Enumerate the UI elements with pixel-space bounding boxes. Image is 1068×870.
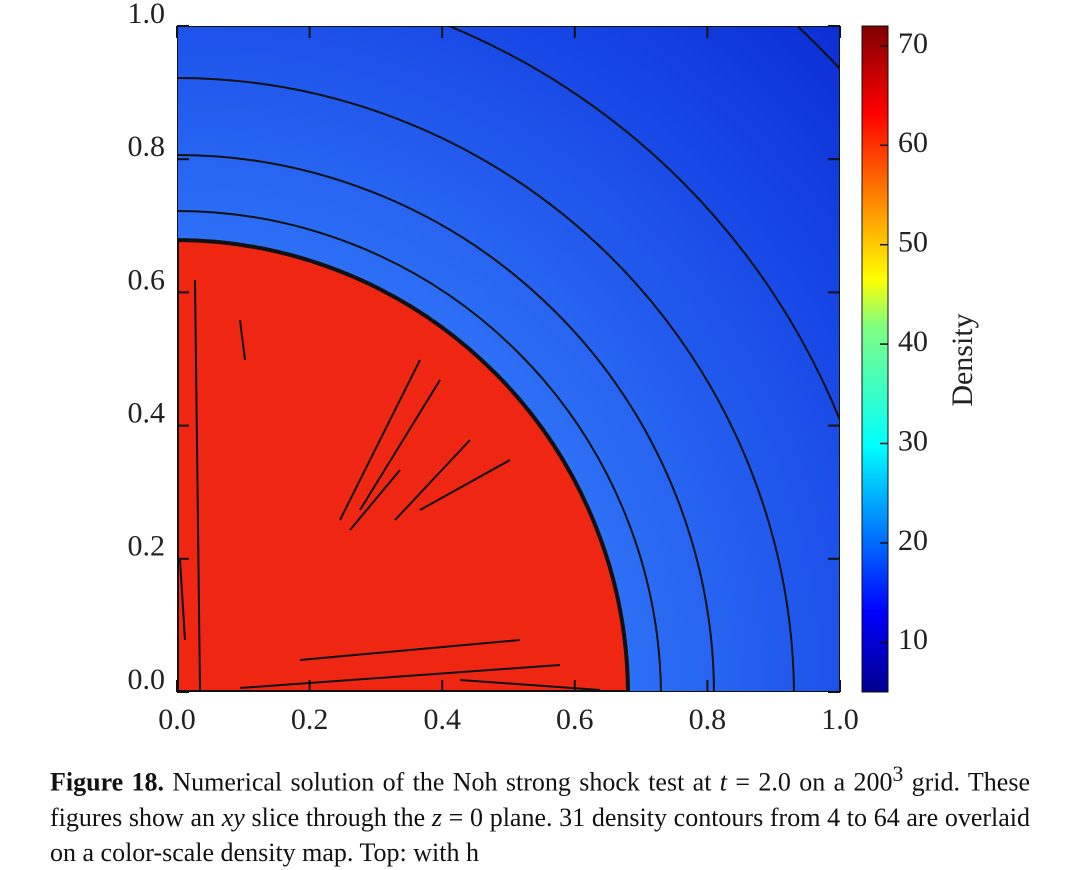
colorbar-tick-label: 30 [898,424,928,457]
caption-text: = 2.0 on a 200 [727,767,893,797]
x-tick-label: 0.2 [291,703,329,736]
colorbar-tick-label: 10 [898,623,928,656]
y-tick-label: 0.0 [128,663,166,696]
caption-text: grid. These figures show an [50,767,1030,832]
density-map [177,26,840,692]
colorbar-tick-label: 20 [898,524,928,557]
caption-text: Numerical solution of the Noh strong sho… [172,767,720,797]
x-tick-label: 1.0 [821,703,859,736]
y-tick-label: 0.4 [128,396,166,429]
y-tick-label: 0.8 [128,130,166,163]
shocked-region [177,237,631,692]
colorbar-label: Density [946,313,979,406]
caption-text: = 0 plane. 31 density contours from 4 to… [50,802,1030,867]
caption-text: t [719,767,728,797]
colorbar-tick-label: 50 [898,226,928,259]
colorbar-tick-label: 60 [898,126,928,159]
colorbar-tick-label: 40 [898,325,928,358]
y-tick-label: 0.6 [128,263,166,296]
y-tick-label: 1.0 [128,0,166,30]
caption-text: slice through the [244,802,432,832]
y-tick-label: 0.2 [128,530,166,563]
caption-text: z [431,802,442,832]
caption-text: 3 [892,762,904,786]
colorbar-tick-label: 70 [898,27,928,60]
x-tick-label: 0.6 [556,703,594,736]
x-tick-label: 0.0 [158,703,196,736]
x-tick-label: 0.8 [689,703,727,736]
colorbar [861,25,889,693]
x-tick-label: 0.4 [423,703,461,736]
figure: Density 0.0 0.2 0.4 0.6 0.8 1.0 0.0 0.2 0.4 0.6 0.… [128,0,979,736]
contours [177,26,840,692]
caption-label: Figure 18. [50,767,165,797]
caption: Figure 18. Numerical solution of the Noh… [50,757,1030,870]
caption-text: xy [221,802,245,832]
